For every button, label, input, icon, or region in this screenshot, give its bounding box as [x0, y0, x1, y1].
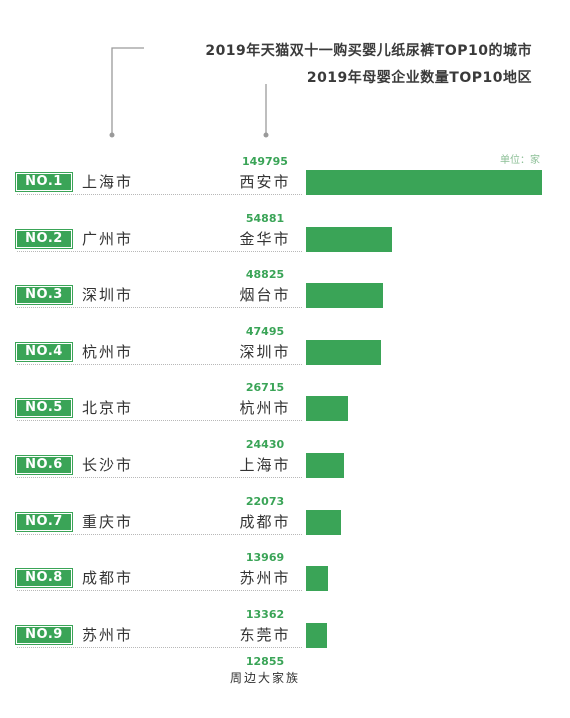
value-bar [306, 622, 328, 648]
region-label: 苏州市 [239, 569, 291, 588]
diaper-city-label: 广州市 [82, 229, 134, 248]
value-bar [306, 453, 345, 478]
region-label: 深圳市 [239, 342, 291, 361]
rank-badge: NO.3 [17, 287, 71, 304]
value-label: 13969 [245, 551, 285, 565]
dotted-divider [17, 250, 302, 252]
diaper-city-label: 长沙市 [82, 456, 134, 474]
guide-lines [109, 47, 269, 138]
rank-badge: NO.6 [17, 457, 71, 473]
ranking-row: NO.4 杭州市 47495 深圳市 [0, 324, 570, 388]
guide-dot-title2 [263, 132, 269, 138]
region-label: 烟台市 [239, 286, 291, 305]
dotted-divider [17, 420, 302, 422]
value-label: 54881 [245, 211, 285, 225]
ranking-row: NO.1 上海市 149795 西安市 [0, 154, 570, 218]
dotted-divider [17, 194, 302, 195]
value-bar [306, 226, 393, 252]
region-label-partial: 周边大家族 [229, 671, 300, 685]
rank-badge: NO.9 [17, 626, 71, 643]
dotted-divider [17, 646, 302, 648]
diaper-city-label: 重庆市 [82, 512, 134, 531]
value-label: 47495 [245, 324, 285, 338]
rank-badge: NO.5 [17, 400, 71, 417]
unit-label: 单位：家 [500, 155, 540, 166]
ranking-row: NO.3 深圳市 48825 烟台市 [0, 267, 570, 331]
value-bar [306, 509, 341, 535]
ranking-row-partial: 12855 周边大家族 [0, 654, 570, 718]
value-label: 26715 [245, 381, 285, 395]
ranking-row: NO.2 广州市 54881 金华市 [0, 211, 570, 275]
rank-badge: NO.8 [17, 570, 71, 587]
guide-dot-title1 [109, 132, 115, 138]
rank-badge: NO.7 [17, 513, 71, 530]
region-label: 东莞市 [239, 625, 291, 644]
diaper-city-label: 苏州市 [82, 625, 134, 644]
region-label: 成都市 [239, 512, 291, 531]
ranking-row: NO.7 重庆市 22073 成都市 [0, 494, 570, 558]
region-label: 金华市 [239, 229, 291, 248]
rank-badge: NO.2 [17, 230, 71, 247]
ranking-row: NO.9 苏州市 13362 东莞市 [0, 607, 570, 671]
diaper-city-label: 成都市 [82, 569, 134, 588]
value-bar [306, 396, 349, 422]
region-label: 西安市 [239, 173, 291, 191]
region-label: 上海市 [239, 456, 291, 474]
value-bar [306, 170, 542, 195]
value-label-partial: 12855 [245, 655, 285, 668]
diaper-city-label: 杭州市 [82, 342, 134, 361]
chart-title-line1: 2019年天猫双十一购买婴儿纸尿裤TOP10的城市 [205, 43, 532, 59]
dotted-divider [17, 363, 302, 365]
value-label: 24430 [245, 438, 285, 451]
value-label: 22073 [245, 494, 285, 508]
dotted-divider [17, 307, 302, 309]
dotted-divider [17, 533, 302, 535]
rank-badge: NO.1 [17, 174, 71, 190]
ranking-row: NO.5 北京市 26715 杭州市 [0, 380, 570, 444]
value-label: 13362 [245, 607, 285, 621]
value-bar [306, 566, 328, 592]
guide-line-title1 [111, 47, 144, 134]
dotted-divider [17, 477, 302, 478]
diaper-city-label: 深圳市 [82, 286, 134, 305]
rank-badge: NO.4 [17, 343, 71, 360]
value-bar [306, 339, 381, 365]
region-label: 杭州市 [239, 399, 291, 418]
diaper-city-label: 北京市 [82, 399, 134, 418]
value-bar [306, 283, 383, 309]
chart-title-line2: 2019年母婴企业数量TOP10地区 [306, 70, 532, 86]
ranking-row: NO.6 长沙市 24430 上海市 [0, 437, 570, 501]
ranking-row: NO.8 成都市 13969 苏州市 [0, 550, 570, 614]
chart-canvas: 2019年天猫双十一购买婴儿纸尿裤TOP10的城市 2019年母婴企业数量TOP… [0, 43, 570, 685]
value-label: 149795 [242, 155, 288, 168]
diaper-city-label: 上海市 [82, 173, 134, 191]
value-label: 48825 [245, 268, 285, 282]
dotted-divider [17, 590, 302, 592]
